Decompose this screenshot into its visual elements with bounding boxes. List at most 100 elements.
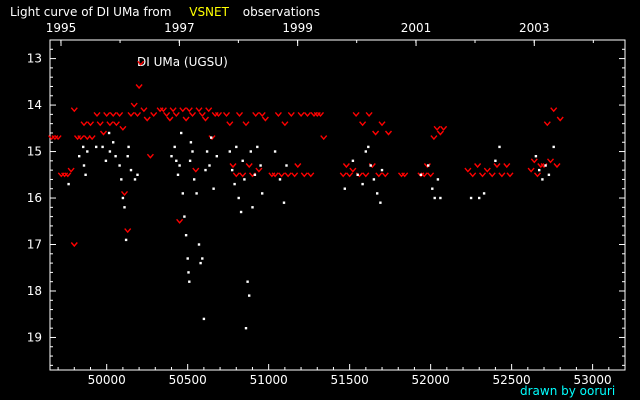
year-label: 1999 <box>282 21 313 35</box>
chart-title: Light curve of DI UMa from VSNET observa… <box>10 5 320 19</box>
observation-point <box>233 182 236 186</box>
upper-limit-mark <box>307 172 315 178</box>
observation-point <box>273 150 277 153</box>
observation-point <box>278 178 282 181</box>
upper-limit-mark <box>205 107 213 113</box>
upper-limit-mark <box>401 172 409 178</box>
upper-limit-mark <box>556 116 564 122</box>
plot-frame <box>49 39 626 371</box>
upper-limit-mark <box>124 228 132 234</box>
upper-limit-mark <box>320 135 328 141</box>
upper-limit-mark <box>222 111 231 117</box>
upper-limit-mark <box>546 158 555 164</box>
observation-point <box>482 192 486 195</box>
upper-limit-mark <box>346 172 354 178</box>
x-tick-label: 50000 <box>88 373 126 387</box>
x-tick-label: 51000 <box>250 373 288 387</box>
observation-point <box>256 145 259 149</box>
upper-limit-mark <box>433 125 441 131</box>
observation-point <box>195 192 198 195</box>
observation-point <box>129 168 133 172</box>
observation-point <box>205 150 209 153</box>
upper-limit-mark <box>297 111 305 117</box>
upper-limit-mark <box>127 111 135 117</box>
upper-limit-mark <box>342 163 350 169</box>
upper-limit-mark <box>109 111 117 117</box>
observation-point <box>253 173 257 176</box>
observation-point <box>431 187 434 190</box>
observation-point <box>183 215 186 218</box>
upper-limit-mark <box>163 111 171 117</box>
upper-limit-mark <box>150 111 158 117</box>
upper-limit-mark <box>274 111 282 117</box>
upper-limit-mark <box>77 135 85 141</box>
upper-limit-mark <box>229 163 237 169</box>
upper-limit-mark <box>291 172 299 178</box>
upper-limit-mark <box>430 135 438 141</box>
upper-limit-mark <box>133 111 142 117</box>
credit-text: drawn by ooruri <box>520 384 615 398</box>
y-tick-label: 19 <box>27 330 42 344</box>
observation-point <box>285 164 288 167</box>
upper-limit-mark <box>70 107 78 113</box>
observation-point <box>114 155 117 158</box>
observation-point <box>189 141 193 144</box>
observation-point <box>478 196 481 200</box>
observation-point <box>249 150 252 153</box>
y-axis: 13 14 15 16 17 18 19 <box>27 39 625 366</box>
upper-limit-mark <box>553 163 561 169</box>
upper-limit-mark <box>182 116 190 122</box>
observation-point <box>210 136 213 139</box>
upper-limit-mark <box>339 172 347 178</box>
observation-point <box>351 159 355 162</box>
observation-point <box>235 145 238 149</box>
upper-limit-mark <box>493 163 501 169</box>
upper-limit-mark <box>112 121 120 127</box>
upper-limit-mark <box>242 121 250 127</box>
observation-point <box>188 159 192 162</box>
upper-limit-mark <box>498 172 506 178</box>
upper-limit-mark <box>86 121 95 127</box>
y-tick-label: 17 <box>27 238 42 252</box>
upper-limit-mark <box>54 135 62 141</box>
upper-limit-mark <box>137 60 145 66</box>
observation-point <box>379 201 382 204</box>
upper-limit-mark <box>64 172 72 178</box>
observation-point <box>356 173 359 176</box>
upper-limit-mark <box>198 111 206 117</box>
upper-limit-mark <box>80 121 88 127</box>
y-tick-label: 15 <box>27 145 42 159</box>
upper-limit-mark <box>192 167 200 173</box>
x-axis: 50000 50500 51000 51500 52000 52500 53000 <box>57 364 626 387</box>
observation-point <box>231 168 234 172</box>
observation-point <box>547 173 551 176</box>
upper-limit-mark <box>381 172 389 178</box>
observation-point <box>175 159 178 162</box>
upper-limit-mark <box>96 121 104 127</box>
observation-point <box>282 201 286 204</box>
upper-limit-mark <box>420 172 428 178</box>
observation-point <box>101 145 104 149</box>
observation-point <box>367 145 370 149</box>
observation-point <box>104 159 108 162</box>
observation-point <box>243 178 246 181</box>
title-prefix: Light curve of DI UMa from <box>10 5 171 19</box>
observation-point <box>199 261 202 265</box>
upper-limit-mark <box>440 125 448 131</box>
y-tick-label: 16 <box>27 191 42 205</box>
observation-point <box>173 145 176 149</box>
observation-point <box>126 155 129 158</box>
observation-point <box>376 192 379 195</box>
y-tick-label: 13 <box>27 52 42 66</box>
observation-point <box>364 150 367 153</box>
upper-limit-mark <box>359 121 367 127</box>
upper-limit-mark <box>303 111 312 117</box>
upper-limit-mark <box>478 172 487 178</box>
observation-point <box>84 173 87 176</box>
upper-limit-mark <box>179 107 187 113</box>
upper-limit-mark <box>195 107 203 113</box>
upper-limit-mark <box>93 111 101 117</box>
observation-point <box>498 145 501 149</box>
upper-limit-mark <box>436 130 444 136</box>
